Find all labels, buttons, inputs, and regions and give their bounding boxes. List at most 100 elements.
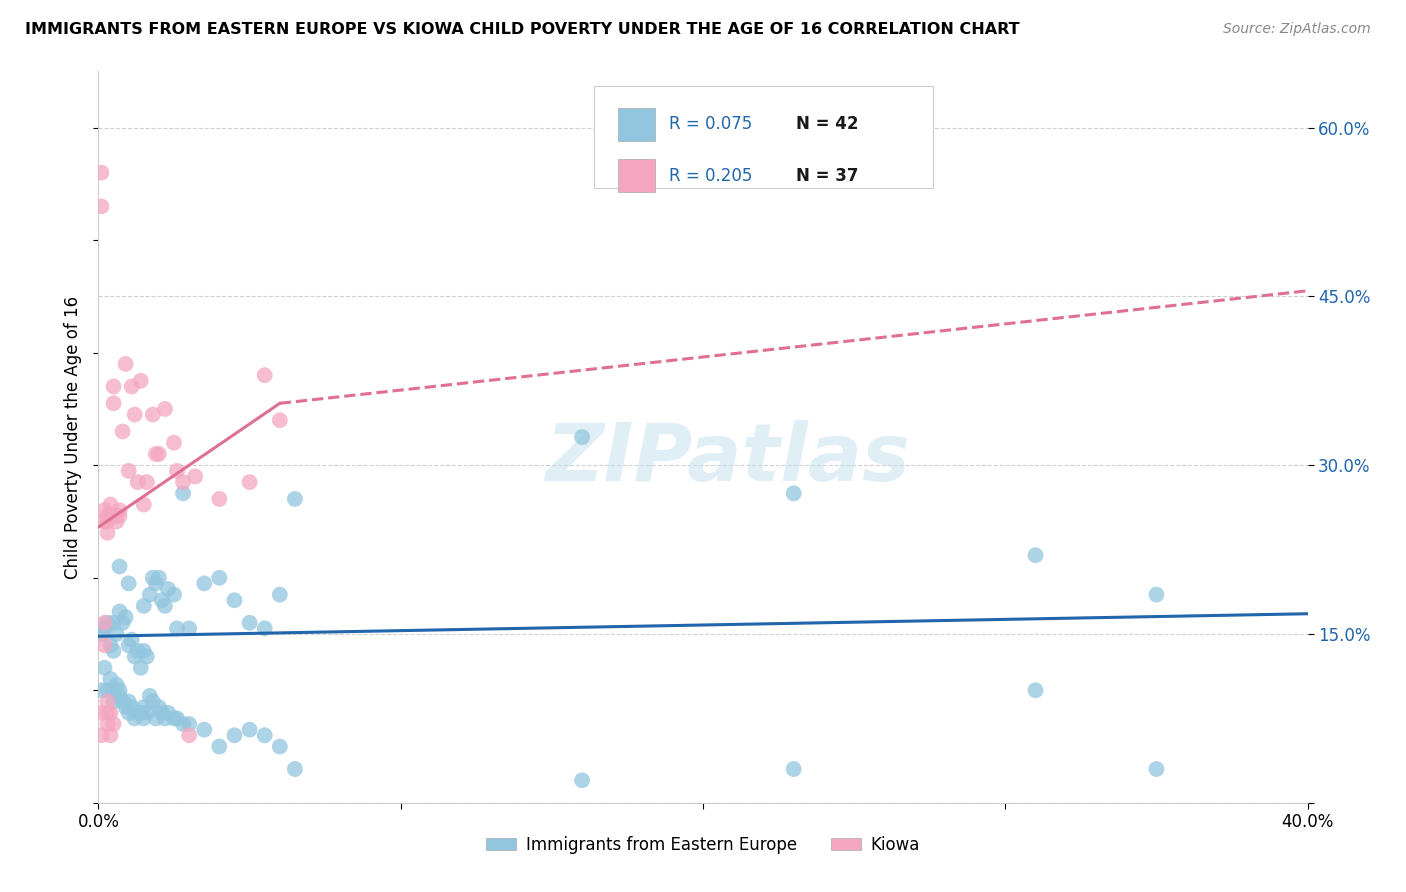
Point xyxy=(1024,683,1046,698)
Point xyxy=(239,723,262,737)
Point xyxy=(163,435,186,450)
Point xyxy=(118,694,141,708)
Point xyxy=(93,503,115,517)
Point xyxy=(208,739,231,754)
Point xyxy=(139,689,162,703)
Point xyxy=(179,621,201,635)
Point xyxy=(148,700,170,714)
Point xyxy=(132,700,155,714)
Point xyxy=(132,599,155,613)
Point xyxy=(114,610,136,624)
Point xyxy=(96,717,118,731)
Point xyxy=(172,717,194,731)
Point xyxy=(284,762,307,776)
Point xyxy=(118,706,141,720)
Point xyxy=(224,593,246,607)
Point xyxy=(105,627,128,641)
Point xyxy=(103,717,125,731)
Point xyxy=(127,644,149,658)
Point xyxy=(163,711,186,725)
Point xyxy=(269,413,291,427)
Point xyxy=(108,503,131,517)
Point xyxy=(139,588,162,602)
Point xyxy=(193,576,215,591)
Point xyxy=(100,728,122,742)
Point xyxy=(103,396,125,410)
Point xyxy=(108,508,131,523)
Text: Source: ZipAtlas.com: Source: ZipAtlas.com xyxy=(1223,22,1371,37)
Point xyxy=(156,582,179,596)
Point xyxy=(96,508,118,523)
Point xyxy=(121,700,143,714)
Point xyxy=(129,661,152,675)
Point xyxy=(142,571,165,585)
Point xyxy=(90,166,112,180)
Point xyxy=(193,723,215,737)
Text: IMMIGRANTS FROM EASTERN EUROPE VS KIOWA CHILD POVERTY UNDER THE AGE OF 16 CORREL: IMMIGRANTS FROM EASTERN EUROPE VS KIOWA … xyxy=(25,22,1019,37)
Point xyxy=(121,379,143,393)
Point xyxy=(1144,588,1167,602)
Point xyxy=(90,627,112,641)
Point xyxy=(179,728,201,742)
Point xyxy=(150,593,173,607)
Point xyxy=(253,368,276,383)
Point xyxy=(118,576,141,591)
Point xyxy=(105,515,128,529)
Point xyxy=(127,706,149,720)
FancyBboxPatch shape xyxy=(619,159,655,192)
Point xyxy=(145,447,167,461)
Point xyxy=(93,638,115,652)
Y-axis label: Child Poverty Under the Age of 16: Child Poverty Under the Age of 16 xyxy=(65,295,83,579)
Point xyxy=(132,644,155,658)
Point xyxy=(145,711,167,725)
Point xyxy=(90,683,112,698)
Point xyxy=(100,498,122,512)
Text: R = 0.075: R = 0.075 xyxy=(669,115,752,134)
Point xyxy=(239,615,262,630)
Point xyxy=(96,683,118,698)
Point xyxy=(90,199,112,213)
Point xyxy=(135,649,157,664)
Point xyxy=(96,515,118,529)
FancyBboxPatch shape xyxy=(619,108,655,141)
Point xyxy=(156,706,179,720)
Point xyxy=(93,661,115,675)
Point xyxy=(111,425,134,439)
Point xyxy=(93,515,115,529)
FancyBboxPatch shape xyxy=(595,86,932,188)
Point xyxy=(100,638,122,652)
Point xyxy=(114,357,136,371)
Point xyxy=(284,491,307,506)
Point xyxy=(118,638,141,652)
Point xyxy=(571,773,593,788)
Point xyxy=(145,576,167,591)
Point xyxy=(105,508,128,523)
Point xyxy=(166,621,188,635)
Point xyxy=(148,447,170,461)
Point xyxy=(103,683,125,698)
Point xyxy=(96,694,118,708)
Point xyxy=(163,588,186,602)
Point xyxy=(172,475,194,489)
Point xyxy=(90,728,112,742)
Point xyxy=(121,632,143,647)
Point xyxy=(1144,762,1167,776)
Point xyxy=(166,711,188,725)
Point xyxy=(135,475,157,489)
Text: ZIPatlas: ZIPatlas xyxy=(544,420,910,498)
Point xyxy=(108,689,131,703)
Point xyxy=(179,717,201,731)
Point xyxy=(90,706,112,720)
Point xyxy=(269,739,291,754)
Point xyxy=(124,711,146,725)
Point xyxy=(224,728,246,742)
Point xyxy=(114,700,136,714)
Point xyxy=(208,571,231,585)
Point xyxy=(153,401,176,416)
Point xyxy=(108,605,131,619)
Point xyxy=(100,672,122,686)
Point xyxy=(208,491,231,506)
Point xyxy=(132,498,155,512)
Point xyxy=(108,683,131,698)
Text: R = 0.205: R = 0.205 xyxy=(669,167,752,185)
